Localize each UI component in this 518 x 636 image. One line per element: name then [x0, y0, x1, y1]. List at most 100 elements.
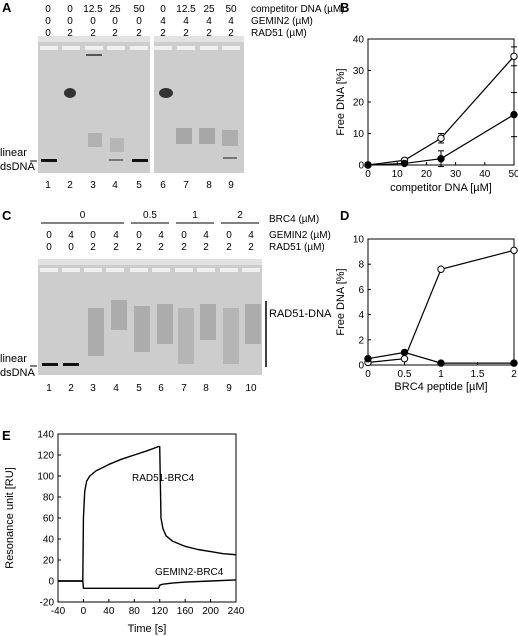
panel-d-xtick-label: 1: [438, 369, 444, 380]
panel-e-ytick-label: 60: [43, 514, 55, 525]
panel-c-brc4-group-label: 0.5: [143, 210, 157, 221]
panel-a-side-label-linear: linear: [0, 147, 27, 159]
panel-a-lane-number: 6: [160, 180, 166, 191]
panel-e-xtick-label: -40: [51, 606, 66, 617]
panel-b-ytick-label: 40: [353, 35, 365, 46]
panel-a-header-label: competitor DNA (µM): [251, 4, 345, 15]
panel-d-xlabel: BRC4 peptide [µM]: [394, 381, 487, 393]
panel-c-lane-number: 5: [136, 383, 142, 394]
panel-d-ytick-label: 10: [353, 235, 365, 246]
panel-d-ylabel: Free DNA [%]: [335, 268, 347, 335]
panel-c-lane-number: 7: [181, 383, 187, 394]
panel-c-header-value: 0: [90, 230, 96, 241]
panel-d-ticks: 0 0.5 1 1.5 2 0 2 4 6 8 10: [353, 235, 517, 381]
panel-e-xtick-label: 80: [129, 606, 141, 617]
panel-c-lane-number: 3: [90, 383, 96, 394]
panel-e-xtick-label: 200: [202, 606, 219, 617]
panel-b-xtick-label: 50: [508, 169, 518, 180]
panel-c-side-label-linear: linear: [0, 353, 27, 365]
panel-d-series-point: [510, 246, 518, 255]
panel-b-xlabel: competitor DNA [µM]: [390, 182, 492, 194]
panel-a-header-value: 50: [133, 4, 145, 15]
panel-e-ylabel: Resonance unit [RU]: [4, 467, 16, 569]
panel-c-lane-number: 6: [158, 383, 164, 394]
panel-a-header-value: 2: [206, 28, 212, 39]
panel-a-header-value: 4: [206, 16, 212, 27]
panel-c-header-value: 2: [158, 242, 164, 253]
panel-c-side-label-dsdna: dsDNA: [0, 367, 36, 379]
panel-e-ytick-label: 40: [43, 535, 55, 546]
panel-e-plot: [58, 445, 237, 590]
panel-b-ticks: 0 10 20 30 40 50 0 10 20 30 40: [353, 35, 518, 181]
panel-a-lane-number: 3: [90, 180, 96, 191]
panel-a-header-value: 2: [183, 28, 189, 39]
panel-e-trace-gemin2-brc4: [58, 579, 237, 590]
panel-c-letter: C: [2, 208, 12, 223]
panel-d-series-point: [437, 265, 445, 273]
panel-a-header-value: 4: [228, 16, 234, 27]
panel-d-ytick-label: 0: [358, 361, 364, 372]
panel-e-xtick-label: 240: [228, 606, 245, 617]
panel-a-header-value: 0: [112, 16, 118, 27]
panel-c-lane-number: 1: [46, 383, 52, 394]
panel-a-lane-number: 2: [67, 180, 73, 191]
panel-c-header-label: RAD51 (µM): [269, 242, 325, 253]
panel-a-header-value: 0: [90, 16, 96, 27]
panel-a-header-value: 25: [109, 4, 121, 15]
panel-c-header-value: 0: [181, 230, 187, 241]
panel-d-series-point: [364, 355, 372, 363]
panel-a-header-label: GEMIN2 (µM): [251, 16, 313, 27]
panel-c-header-value: 4: [248, 230, 254, 241]
panel-b-ytick-label: 20: [353, 98, 365, 109]
panel-b: B 0 10 20 30 40 50 0 10 20 30 40 Free DNA [%] comp…: [335, 0, 518, 194]
panel-b-series-point: [437, 155, 445, 163]
panel-a-lane-number: 9: [228, 180, 234, 191]
panel-b-ytick-label: 0: [358, 161, 364, 172]
panel-a-header-value: 2: [67, 28, 73, 39]
panel-e-ytick-label: -20: [40, 598, 55, 609]
panel-d-xtick-label: 0: [365, 369, 371, 380]
panel-d-xtick-label: 1.5: [471, 369, 485, 380]
panel-b-series-point: [364, 161, 372, 169]
panel-e-trace1-label: RAD51-BRC4: [132, 473, 195, 484]
panel-c-brc4-group-label: 1: [192, 210, 198, 221]
panel-b-series-point: [437, 134, 445, 142]
panel-a-lane-number: 4: [112, 180, 118, 191]
panel-c-header-value: 2: [181, 242, 187, 253]
panel-a-header-label: RAD51 (µM): [251, 28, 307, 39]
panel-a-header-value: 0: [67, 16, 73, 27]
panel-b-plot: [364, 46, 518, 169]
panel-e-trace-rad51-brc4: [58, 445, 237, 582]
panel-c-header-value: 4: [158, 230, 164, 241]
panel-d-series-line: [367, 249, 515, 364]
panel-a-lane-number: 8: [206, 180, 212, 191]
panel-d-xtick-label: 0.5: [398, 369, 412, 380]
panel-a-header-value: 2: [112, 28, 118, 39]
panel-a-header: 0 0 12.5 25 50 0 12.5 25 50 competitor DNA (µM)0 0…: [45, 4, 344, 39]
panel-e-trace2-label: GEMIN2-BRC4: [155, 567, 224, 578]
panel-c-lane-number: 9: [226, 383, 232, 394]
panel-e-xtick-label: 0: [81, 606, 87, 617]
panel-d-series-point: [510, 359, 518, 367]
panel-a-lane-number: 1: [45, 180, 51, 191]
panel-c-lane-number: 2: [68, 383, 74, 394]
panel-a-header-value: 2: [228, 28, 234, 39]
panel-a-lane-number: 5: [136, 180, 142, 191]
panel-c-brc4-group-label: 0: [80, 210, 86, 221]
panel-a-header-value: 50: [225, 4, 237, 15]
panel-c-lane-numbers: 1 2 3 4 5 6 7 8 9 10: [46, 383, 257, 394]
panel-d-ytick-label: 8: [358, 260, 364, 271]
panel-d-series-point: [437, 359, 445, 367]
panel-e-ytick-label: 20: [43, 556, 55, 567]
panel-c-lane-number: 8: [203, 383, 209, 394]
panel-b-series-line: [367, 114, 515, 166]
panel-e-xlabel: Time [s]: [128, 623, 167, 635]
panel-d-series-point: [400, 348, 409, 357]
panel-a-header-value: 0: [45, 28, 51, 39]
panel-a-header-value: 2: [160, 28, 166, 39]
panel-e-xtick-label: 40: [103, 606, 115, 617]
panel-c-header-value: 4: [113, 230, 119, 241]
panel-a-header-value: 2: [136, 28, 142, 39]
panel-a-header-value: 0: [160, 4, 166, 15]
panel-b-series-point: [400, 159, 409, 168]
